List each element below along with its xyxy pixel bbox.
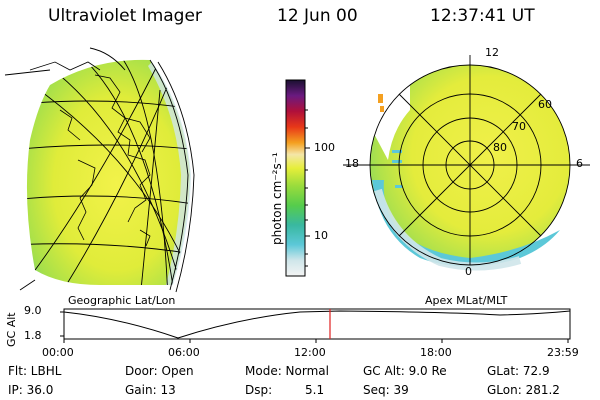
status-dsp-value: 5.1 <box>305 383 325 397</box>
geo-panel-label: Geographic Lat/Lon <box>68 294 176 307</box>
status-flt: Flt: LBHL <box>8 364 62 378</box>
altitude-ytick-1_8: 1.8 <box>24 329 42 342</box>
status-gc-alt: GC Alt: 9.0 Re <box>363 364 447 378</box>
altitude-xtick-2359: 23:59 <box>547 346 579 359</box>
altitude-ylabel: GC Alt <box>5 312 18 347</box>
lat-label-80: 80 <box>493 141 507 154</box>
polar-image <box>343 55 590 271</box>
status-glon: GLon: 281.2 <box>487 383 560 397</box>
status-ip: IP: 36.0 <box>8 383 54 397</box>
altitude-ytick-9: 9.0 <box>24 304 42 317</box>
status-seq: Seq: 39 <box>363 383 409 397</box>
altitude-xtick-1800: 18:00 <box>420 346 452 359</box>
polar-panel-label: Apex MLat/MLT <box>425 294 508 307</box>
status-door: Door: Open <box>125 364 194 378</box>
colorbar-tick-100: 100 <box>314 141 335 154</box>
altitude-xtick-1200: 12:00 <box>294 346 326 359</box>
status-mode: Mode: Normal <box>245 364 329 378</box>
polar-grid <box>343 55 590 266</box>
colorbar-unit-label: photon cm⁻²s⁻¹ <box>270 152 284 245</box>
status-glat: GLat: 72.9 <box>487 364 550 378</box>
colorbar-tick-10: 10 <box>314 229 328 242</box>
geographic-image <box>4 47 195 293</box>
date-label: 12 Jun 00 <box>277 6 358 26</box>
altitude-curve <box>63 310 571 339</box>
coastlines <box>29 61 151 247</box>
lat-label-60: 60 <box>538 98 552 111</box>
mlt-label-18: 18 <box>345 157 359 170</box>
instrument-title: Ultraviolet Imager <box>48 6 202 26</box>
time-label: 12:37:41 UT <box>430 6 535 26</box>
mlt-label-6: 6 <box>576 157 583 170</box>
altitude-plot <box>60 308 571 343</box>
status-gain: Gain: 13 <box>125 383 176 397</box>
status-dsp: Dsp: <box>245 383 273 397</box>
colorbar <box>285 79 310 277</box>
mlt-label-0: 0 <box>465 265 472 278</box>
altitude-xtick-0600: 06:00 <box>168 346 200 359</box>
altitude-xtick-0000: 00:00 <box>42 346 74 359</box>
lat-label-70: 70 <box>512 120 526 133</box>
mlt-label-12: 12 <box>485 46 499 59</box>
